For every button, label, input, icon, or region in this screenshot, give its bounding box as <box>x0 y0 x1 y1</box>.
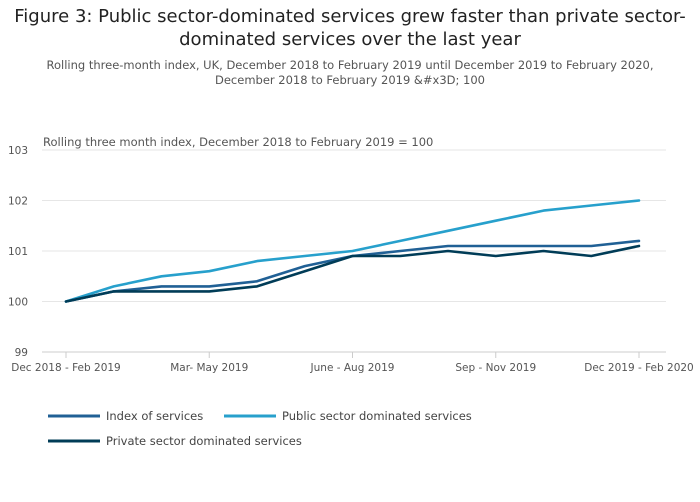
y-tick-label: 101 <box>8 246 28 258</box>
legend-label: Public sector dominated services <box>282 409 472 423</box>
series-line-2 <box>64 199 641 303</box>
legend-label: Index of services <box>106 409 203 423</box>
legend: Index of services Public sector dominated… <box>48 409 472 448</box>
y-tick-label: 100 <box>8 297 28 309</box>
x-axis-ticks: Dec 2018 - Feb 2019 Mar- May 2019 June - A… <box>11 352 694 374</box>
series-line-3 <box>64 244 641 303</box>
chart-title-line-1: Figure 3: Public sector-dominated servic… <box>14 6 685 27</box>
y-axis-ticks: 99 100 101 102 103 <box>8 145 28 359</box>
y-axis-title: Rolling three month index, December 2018… <box>43 135 433 149</box>
y-tick-label: 103 <box>8 145 28 157</box>
x-tick-label: Mar- May 2019 <box>170 362 248 374</box>
y-tick-label: 102 <box>8 196 28 208</box>
x-tick-label: June - Aug 2019 <box>310 362 395 374</box>
chart-subtitle-line-2: December 2018 to February 2019 &#x3D; 10… <box>215 73 485 87</box>
series-lines <box>64 199 641 303</box>
legend-label: Private sector dominated services <box>106 434 302 448</box>
chart-subtitle-line-1: Rolling three-month index, UK, December … <box>47 58 654 72</box>
x-tick-label: Dec 2018 - Feb 2019 <box>11 362 121 374</box>
y-tick-label: 99 <box>15 347 28 359</box>
x-tick-label: Dec 2019 - Feb 2020 <box>584 362 694 374</box>
chart-title-line-2: dominated services over the last year <box>179 29 521 50</box>
x-tick-label: Sep - Nov 2019 <box>455 362 536 374</box>
